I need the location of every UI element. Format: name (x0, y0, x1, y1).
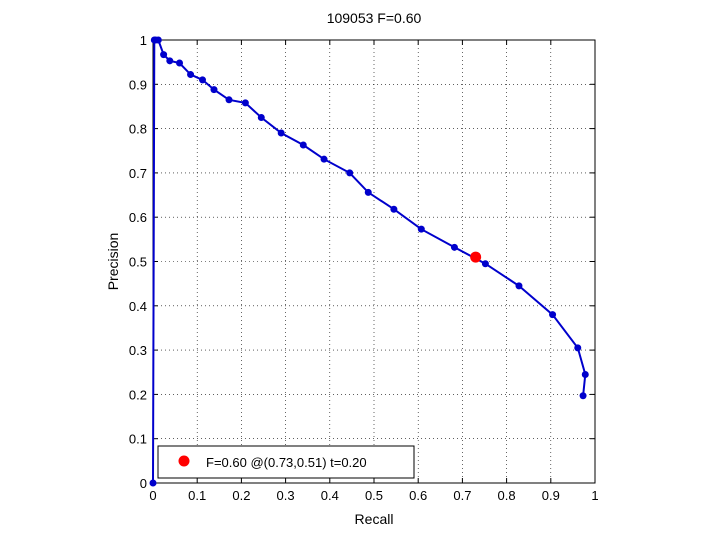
y-tick-label: 0 (140, 476, 147, 491)
pr-curve-point (299, 141, 307, 149)
pr-curve-point (549, 311, 557, 319)
x-tick-label: 0.3 (277, 488, 295, 503)
pr-curve-point (160, 51, 168, 59)
y-tick-label: 0.1 (129, 432, 147, 447)
legend-marker (178, 455, 190, 467)
pr-curve-point (176, 59, 184, 67)
y-tick-label: 0.5 (129, 255, 147, 270)
axis-ticks: 0 0.1 0.2 0.3 0.4 0.5 0.6 0.7 0.8 0.9 1 0 0.1 0.2 0.3 0… (129, 33, 599, 503)
chart-title: 109053 F=0.60 (327, 10, 422, 26)
x-tick-label: 0.5 (365, 488, 383, 503)
y-tick-label: 0.6 (129, 210, 147, 225)
pr-curve-point (417, 225, 425, 233)
best-point-layer (470, 251, 482, 263)
y-tick-label: 0.2 (129, 387, 147, 402)
grid-lines (153, 40, 595, 483)
pr-curve-point (166, 57, 174, 65)
best-f-point (470, 251, 482, 263)
x-tick-label: 0.9 (542, 488, 560, 503)
x-tick-label: 1 (591, 488, 598, 503)
pr-curve-point (199, 76, 207, 84)
pr-curve-point (574, 344, 582, 352)
x-tick-label: 0.7 (453, 488, 471, 503)
legend-text: F=0.60 @(0.73,0.51) t=0.20 (206, 455, 367, 470)
y-tick-label: 0.7 (129, 166, 147, 181)
pr-curve-point (154, 36, 162, 44)
pr-curve-point (450, 243, 458, 251)
x-tick-label: 0.4 (321, 488, 339, 503)
y-tick-label: 0.9 (129, 77, 147, 92)
pr-curve-point (225, 96, 233, 104)
pr-curve-point (390, 205, 398, 213)
x-tick-label: 0.2 (232, 488, 250, 503)
pr-curve-point (277, 129, 285, 137)
x-tick-label: 0.6 (409, 488, 427, 503)
legend: F=0.60 @(0.73,0.51) t=0.20 (157, 445, 415, 479)
x-tick-label: 0.8 (498, 488, 516, 503)
x-tick-label: 0 (149, 488, 156, 503)
x-axis-label: Recall (355, 511, 394, 527)
pr-curve-point (346, 169, 354, 177)
y-tick-label: 0.3 (129, 343, 147, 358)
pr-curve-point (581, 370, 589, 378)
pr-curve-point (579, 392, 587, 400)
pr-curve-point (364, 188, 372, 196)
pr-curve-point (149, 479, 157, 487)
pr-curve-point (481, 260, 489, 268)
x-tick-label: 0.1 (188, 488, 206, 503)
legend-box (157, 445, 415, 479)
pr-curve-point (515, 282, 523, 290)
series-layer (149, 36, 589, 487)
pr-curve-point (210, 86, 218, 94)
y-axis-label: Precision (105, 233, 121, 291)
y-tick-label: 1 (140, 33, 147, 48)
pr-curve-point (187, 71, 195, 79)
pr-curve-point (320, 155, 328, 163)
y-tick-label: 0.8 (129, 122, 147, 137)
pr-curve-point (241, 99, 249, 107)
pr-curve-point (257, 114, 265, 122)
y-tick-label: 0.4 (129, 299, 147, 314)
